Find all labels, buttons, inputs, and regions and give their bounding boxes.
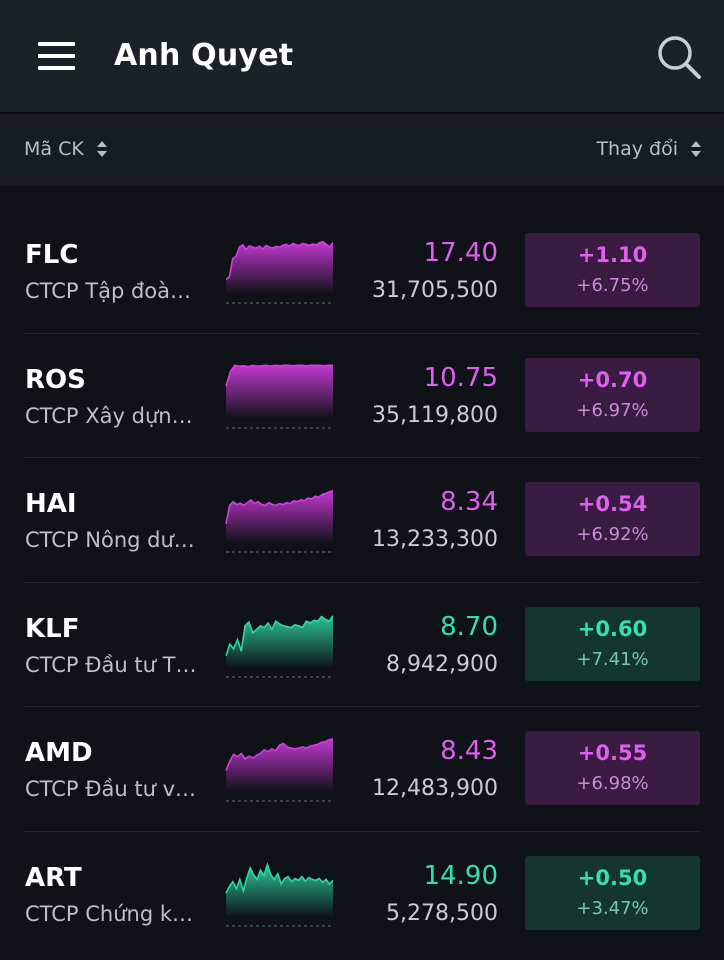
stock-price: 8.43 xyxy=(440,736,498,766)
sparkline-area xyxy=(226,490,333,543)
sparkline-area xyxy=(226,615,333,668)
sort-symbol-label: Mã CK xyxy=(24,138,84,160)
price-change-badge[interactable]: +0.60 +7.41% xyxy=(525,606,700,681)
company-name: CTCP Đầu tư Thương mại và XNK CFS xyxy=(25,652,203,677)
sparkline-area xyxy=(226,364,333,419)
sparkline-line xyxy=(225,614,334,656)
search-icon[interactable] xyxy=(656,34,702,80)
stock-list: FLC CTCP Tập đoàn FLC 17.40 31,705,500 +… xyxy=(0,208,724,955)
stock-symbol: FLC xyxy=(25,240,79,270)
sparkline-area xyxy=(226,864,333,917)
sparkline-line xyxy=(225,738,334,771)
sparkline-line xyxy=(225,489,334,524)
sort-arrows-icon xyxy=(691,141,701,157)
trading-volume: 35,119,800 xyxy=(372,402,498,428)
price-change-badge[interactable]: +0.50 +3.47% xyxy=(525,855,700,930)
trading-volume: 31,705,500 xyxy=(372,278,498,303)
stock-row-hai[interactable]: HAI CTCP Nông dược H.A.I 8.34 13,233,300… xyxy=(0,457,724,582)
price-change-value: +0.70 xyxy=(577,367,648,392)
price-change-value: +0.50 xyxy=(577,865,648,890)
price-change-percent: +6.75% xyxy=(576,275,649,296)
price-change-value: +0.60 xyxy=(577,616,648,641)
sparkline-line xyxy=(225,861,334,894)
intraday-sparkline xyxy=(225,861,334,926)
sparkline-line xyxy=(225,240,334,281)
stock-row-ros[interactable]: ROS CTCP Xây dựng FLC Faros 10.75 35,119… xyxy=(0,332,724,458)
trading-volume: 12,483,900 xyxy=(372,776,498,801)
intraday-sparkline xyxy=(225,363,334,428)
stock-price: 8.34 xyxy=(440,487,498,517)
intraday-sparkline xyxy=(225,489,334,553)
stock-symbol: AMD xyxy=(25,738,93,768)
company-name: CTCP Xây dựng FLC Faros xyxy=(25,403,203,428)
page-title: Anh Quyet xyxy=(114,38,294,73)
stock-symbol: KLF xyxy=(25,613,80,644)
intraday-sparkline xyxy=(225,614,334,677)
sparkline-area xyxy=(226,241,333,294)
stock-price: 10.75 xyxy=(423,362,498,393)
sparkline-line xyxy=(225,363,333,386)
price-change-value: +0.55 xyxy=(577,741,648,765)
price-change-badge[interactable]: +0.55 +6.98% xyxy=(525,731,700,805)
sparkline-area xyxy=(226,738,333,792)
price-change-value: +0.54 xyxy=(577,492,648,516)
price-change-percent: +7.41% xyxy=(576,648,649,670)
stock-price: 14.90 xyxy=(423,860,498,891)
trading-volume: 13,233,300 xyxy=(372,527,498,552)
price-change-percent: +3.47% xyxy=(576,897,649,919)
trading-volume: 8,942,900 xyxy=(386,651,498,677)
stock-price: 8.70 xyxy=(440,611,498,642)
price-change-badge[interactable]: +0.70 +6.97% xyxy=(525,357,700,432)
price-change-badge[interactable]: +0.54 +6.92% xyxy=(525,482,700,556)
app-bar: Anh Quyet xyxy=(0,0,724,112)
stock-symbol: ART xyxy=(25,862,82,893)
company-name: CTCP Tập đoàn FLC xyxy=(25,279,203,303)
intraday-sparkline xyxy=(225,240,334,304)
trading-volume: 5,278,500 xyxy=(386,900,498,926)
stock-row-art[interactable]: ART CTCP Chứng khoán BOS 14.90 5,278,500… xyxy=(0,830,724,956)
company-name: CTCP Chứng khoán BOS xyxy=(25,901,203,926)
sort-by-symbol-button[interactable]: Mã CK xyxy=(24,138,108,160)
stock-symbol: ROS xyxy=(25,364,86,395)
price-change-badge[interactable]: +1.10 +6.75% xyxy=(525,233,700,307)
price-change-value: +1.10 xyxy=(577,243,648,267)
stock-row-flc[interactable]: FLC CTCP Tập đoàn FLC 17.40 31,705,500 +… xyxy=(0,208,724,333)
stock-row-klf[interactable]: KLF CTCP Đầu tư Thương mại và XNK CFS 8.… xyxy=(0,581,724,707)
sort-by-change-button[interactable]: Thay đổi xyxy=(596,138,702,160)
company-name: CTCP Nông dược H.A.I xyxy=(25,528,203,552)
stock-symbol: HAI xyxy=(25,489,77,519)
intraday-sparkline xyxy=(225,738,334,802)
price-change-percent: +6.98% xyxy=(576,773,649,794)
price-change-percent: +6.97% xyxy=(576,399,649,421)
stock-row-amd[interactable]: AMD CTCP Đầu tư và Khoáng sản FLC Stone … xyxy=(0,706,724,831)
company-name: CTCP Đầu tư và Khoáng sản FLC Stone xyxy=(25,777,203,801)
hamburger-menu-icon[interactable] xyxy=(38,42,75,70)
stock-price: 17.40 xyxy=(423,238,498,268)
price-change-percent: +6.92% xyxy=(576,524,649,545)
sort-bar: Mã CK Thay đổi xyxy=(0,114,724,186)
sort-arrows-icon xyxy=(96,141,107,157)
sort-change-label: Thay đổi xyxy=(596,138,678,160)
